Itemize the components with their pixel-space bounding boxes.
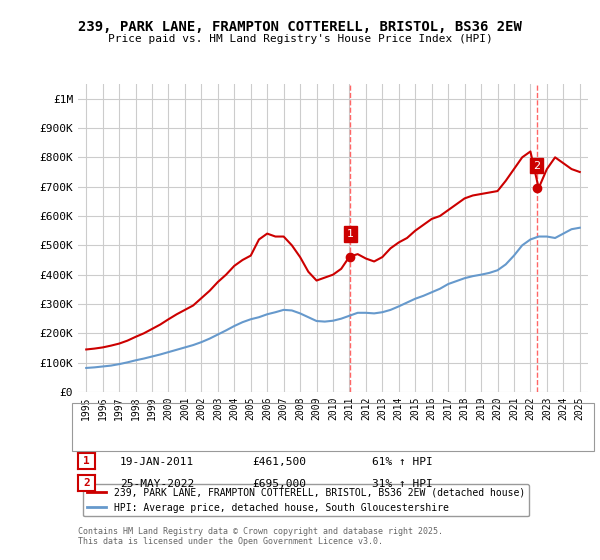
Text: £461,500: £461,500 <box>252 457 306 467</box>
Text: Contains HM Land Registry data © Crown copyright and database right 2025.
This d: Contains HM Land Registry data © Crown c… <box>78 526 443 546</box>
Text: 2: 2 <box>83 478 90 488</box>
Legend: 239, PARK LANE, FRAMPTON COTTERELL, BRISTOL, BS36 2EW (detached house), HPI: Ave: 239, PARK LANE, FRAMPTON COTTERELL, BRIS… <box>83 484 529 516</box>
Text: 19-JAN-2011: 19-JAN-2011 <box>120 457 194 467</box>
Text: 239, PARK LANE, FRAMPTON COTTERELL, BRISTOL, BS36 2EW: 239, PARK LANE, FRAMPTON COTTERELL, BRIS… <box>78 20 522 34</box>
Text: 2: 2 <box>533 161 541 171</box>
Text: 1: 1 <box>347 229 354 239</box>
Text: 31% ↑ HPI: 31% ↑ HPI <box>372 479 433 489</box>
Text: 25-MAY-2022: 25-MAY-2022 <box>120 479 194 489</box>
Text: Price paid vs. HM Land Registry's House Price Index (HPI): Price paid vs. HM Land Registry's House … <box>107 34 493 44</box>
Text: 61% ↑ HPI: 61% ↑ HPI <box>372 457 433 467</box>
Text: 1: 1 <box>83 456 90 466</box>
Text: £695,000: £695,000 <box>252 479 306 489</box>
